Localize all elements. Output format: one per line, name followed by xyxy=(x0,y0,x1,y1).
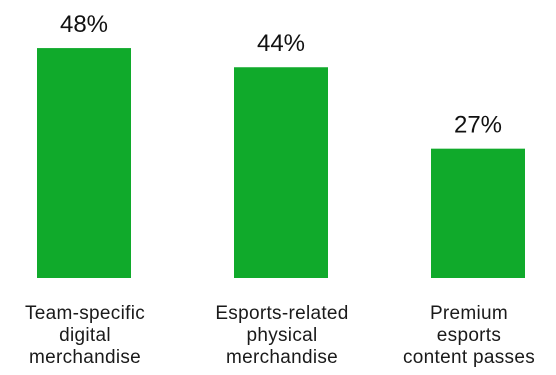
bar-team-specific-digital-merchandise xyxy=(37,48,131,278)
category-label-line: merchandise xyxy=(28,347,142,368)
category-label-team-specific-digital-merchandise: Team-specific digital merchandise xyxy=(0,303,170,369)
category-label-line: Premium xyxy=(429,303,509,324)
category-label-line: content passes xyxy=(402,347,535,368)
category-label-esports-related-physical-merchandise: Esports-related physical merchandise xyxy=(197,303,367,369)
value-label-premium-esports-content-passes: 27% xyxy=(454,112,502,139)
category-label-line: digital xyxy=(59,325,111,346)
bar-premium-esports-content-passes xyxy=(431,148,525,278)
bar-esports-related-physical-merchandise xyxy=(234,67,328,279)
value-label-team-specific-digital-merchandise: 48% xyxy=(60,11,108,38)
category-label-premium-esports-content-passes: Premium esports content passes xyxy=(384,303,554,369)
category-label-line: esports xyxy=(436,325,502,346)
value-label-esports-related-physical-merchandise: 44% xyxy=(257,30,305,57)
category-label-line: physical xyxy=(246,325,318,346)
category-label-line: Team-specific xyxy=(24,303,146,324)
category-label-line: Esports-related xyxy=(215,303,349,324)
bar-chart: 48% 44% 27% xyxy=(37,11,525,279)
category-label-line: merchandise xyxy=(225,347,339,368)
